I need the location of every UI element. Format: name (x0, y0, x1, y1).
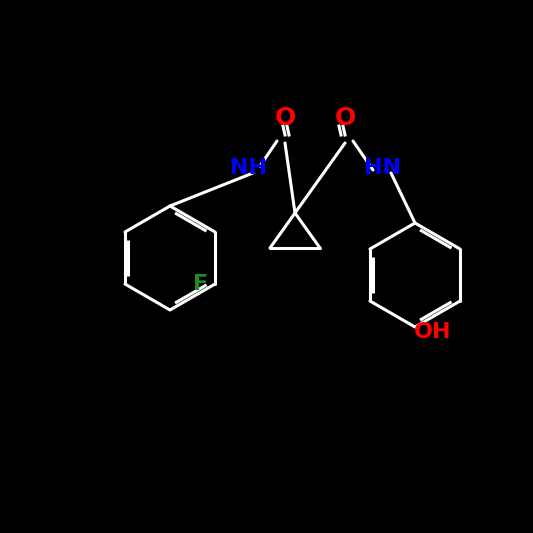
Text: O: O (274, 106, 296, 130)
Text: F: F (193, 274, 208, 294)
Text: HN: HN (365, 158, 401, 178)
Text: O: O (334, 106, 356, 130)
Text: NH: NH (230, 158, 266, 178)
Text: OH: OH (414, 322, 452, 342)
